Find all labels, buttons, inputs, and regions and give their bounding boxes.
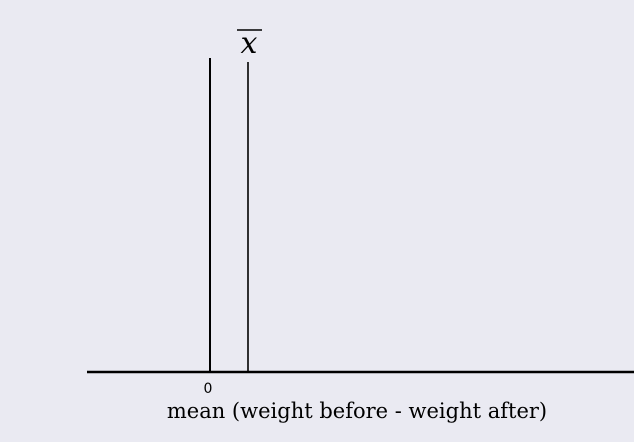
zero-tick-label: 0 xyxy=(204,381,213,397)
mean-marker-label: x xyxy=(241,26,258,61)
x-axis-label: mean (weight before - weight after) xyxy=(167,399,547,423)
